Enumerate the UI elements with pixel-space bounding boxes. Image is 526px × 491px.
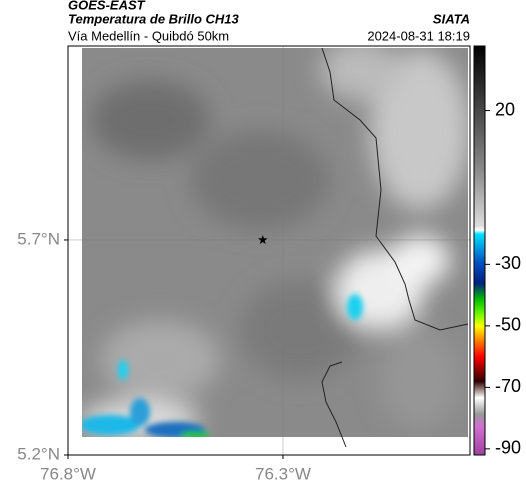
source: GOES-EAST <box>68 0 146 12</box>
colorbar <box>473 45 486 456</box>
colorbar-label: -70 <box>495 376 521 396</box>
colorbar-label: 20 <box>495 99 515 119</box>
colorbar-label: -30 <box>495 253 521 273</box>
colorbar-label: -50 <box>495 315 521 335</box>
product: Temperatura de Brillo CH13 <box>68 11 240 26</box>
y-tick-label: 5.7°N <box>17 229 60 248</box>
location-marker <box>258 235 268 244</box>
x-tick-label: 76.8°W <box>40 464 96 483</box>
y-tick-label: 5.2°N <box>17 444 60 463</box>
x-tick-label: 76.3°W <box>255 464 311 483</box>
route: Vía Medellín - Quibdó 50km <box>68 28 229 43</box>
imagery <box>82 48 468 437</box>
colorbar-label: -90 <box>495 438 521 458</box>
borders <box>321 47 469 448</box>
org: SIATA <box>433 11 470 26</box>
map-frame <box>67 45 471 456</box>
datetime: 2024-08-31 18:19 <box>367 28 470 43</box>
